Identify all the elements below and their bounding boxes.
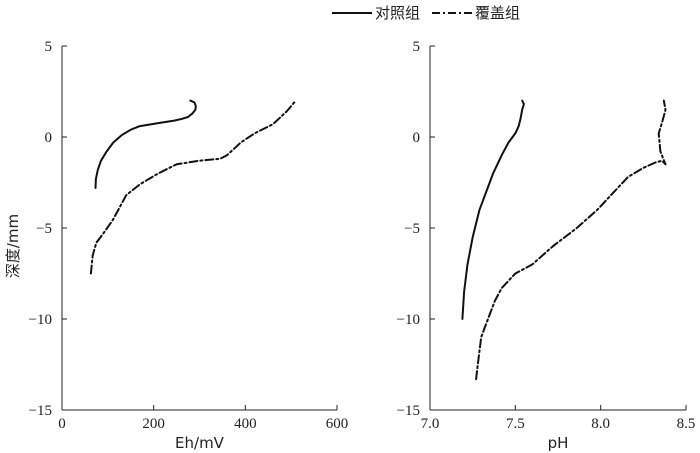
ph-y-tick-label: 0 [413, 130, 421, 146]
y-axis-label: 深度/mm [4, 214, 22, 278]
ph-series-control [461, 99, 525, 320]
panel-ph: 5 0 −5 −10 −157.0 7.5 8.0 8.5 pH [397, 39, 696, 452]
ph-x-tick-label: 7.5 [506, 416, 525, 432]
eh-y-tick-label: 5 [45, 39, 53, 55]
eh-series-covered [89, 99, 297, 275]
ph-x-tick-label: 7.0 [421, 416, 440, 432]
eh-y-tick-label: −5 [36, 221, 52, 237]
panel-eh: 5 0 −5 −10 −15 0 200 400 600 Eh/mV [29, 39, 349, 452]
eh-series-control [94, 99, 197, 189]
ph-y-tick-label: 5 [413, 39, 421, 55]
eh-x-axis-label: Eh/mV [175, 434, 225, 452]
eh-x-tick-label: 400 [234, 416, 257, 432]
legend-label-control: 对照组 [375, 4, 420, 22]
legend-label-covered: 覆盖组 [475, 4, 520, 22]
ph-x-tick-label: 8.0 [591, 416, 610, 432]
ph-y-tick-label: −5 [404, 221, 420, 237]
ph-y-tick-label: −15 [397, 403, 420, 419]
eh-y-tick-label: −15 [29, 403, 52, 419]
ph-x-axis-label: pH [548, 434, 569, 452]
eh-y-tick-label: 0 [45, 130, 53, 146]
ph-series-covered [475, 99, 667, 381]
ph-x-tick-label: 8.5 [677, 416, 696, 432]
legend: 对照组 覆盖组 [332, 4, 520, 22]
ph-y-tick-label: −10 [397, 312, 420, 328]
eh-x-tick-label: 0 [58, 416, 66, 432]
eh-x-tick-label: 200 [142, 416, 165, 432]
eh-x-tick-label: 600 [326, 416, 349, 432]
eh-y-tick-label: −10 [29, 312, 52, 328]
